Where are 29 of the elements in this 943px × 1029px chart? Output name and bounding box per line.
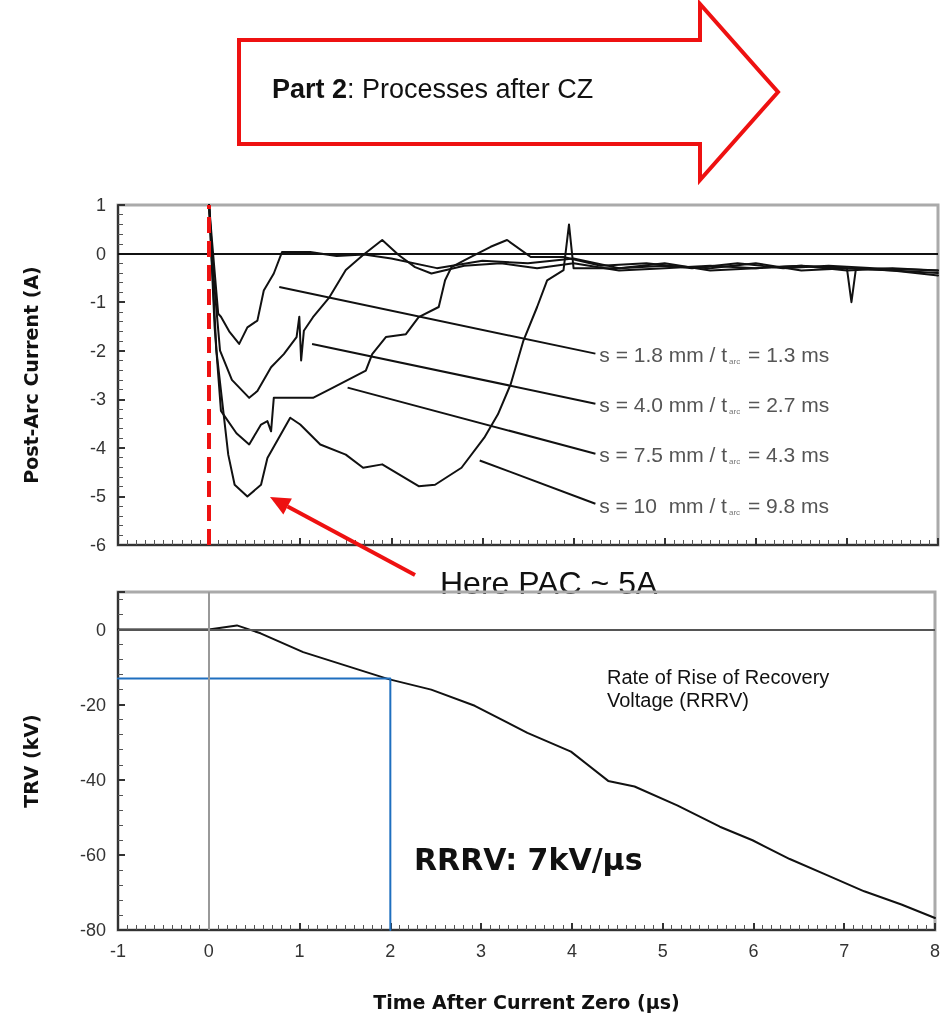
- x-tick-label: 7: [839, 941, 850, 961]
- x-tick-label: -1: [109, 941, 127, 961]
- x-tick-label: 6: [748, 941, 759, 961]
- y-tick-label: -40: [79, 769, 106, 790]
- x-tick-label: 0: [203, 941, 214, 961]
- annotation: RRRV: 7kV/µs: [414, 842, 643, 877]
- text: Part 2: Processes after CZ: [272, 74, 594, 105]
- x-tick-label: 1: [294, 941, 305, 961]
- x-tick-label: 2: [385, 941, 396, 961]
- y-tick-label: -2: [89, 340, 106, 361]
- y-tick-label: 0: [95, 619, 106, 640]
- annotation: Rate of Rise of Recovery Voltage (RRRV): [607, 666, 831, 712]
- y-tick-label: 0: [95, 243, 106, 264]
- y-tick-label: -20: [79, 694, 106, 715]
- x-tick-label: 5: [657, 941, 668, 961]
- y-tick-label: -4: [89, 437, 106, 458]
- y-tick-label: -1: [89, 292, 106, 313]
- y-axis-title: Post-Arc Current (A): [19, 266, 42, 484]
- x-tick-label: 3: [476, 941, 487, 961]
- y-tick-label: -6: [89, 535, 106, 555]
- x-tick-label: 4: [566, 941, 577, 961]
- y-tick-label: -5: [89, 486, 106, 507]
- y-axis-title: TRV (kV): [19, 714, 42, 808]
- y-tick-label: 1: [95, 195, 106, 215]
- x-axis-title: Time After Current Zero (µs): [373, 990, 680, 1013]
- y-tick-label: -60: [79, 844, 106, 865]
- y-tick-label: -3: [89, 389, 106, 410]
- y-tick-label: -80: [79, 920, 106, 940]
- x-tick-label: 8: [929, 941, 940, 961]
